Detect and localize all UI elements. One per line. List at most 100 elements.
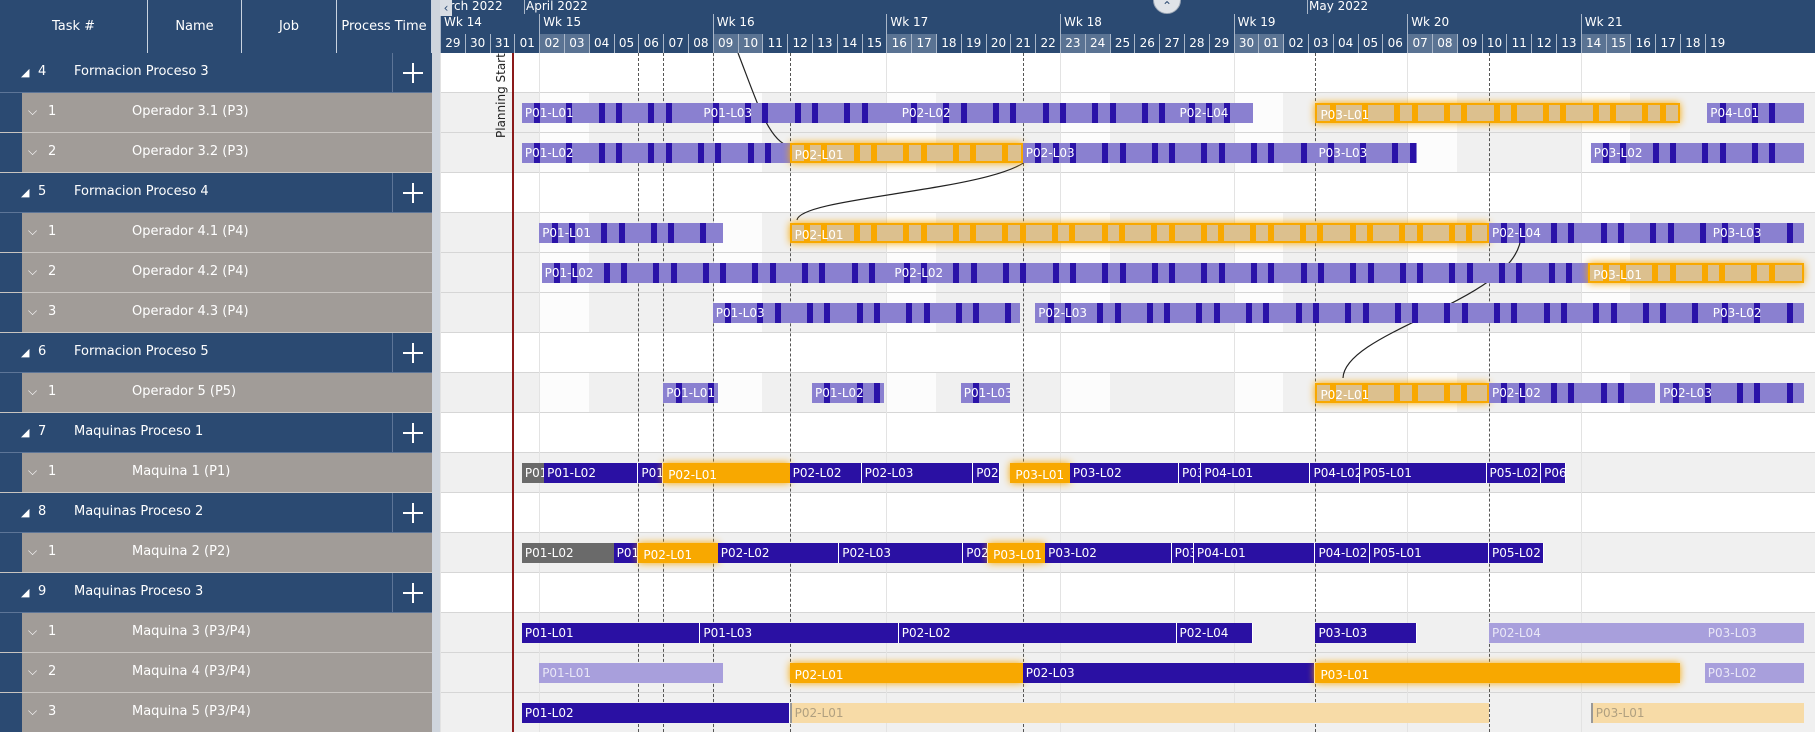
day-cell[interactable]: 08 xyxy=(688,34,713,53)
day-cell[interactable]: 21 xyxy=(1010,34,1035,53)
task-bar[interactable]: P01-L02 xyxy=(521,143,790,163)
chevron-down-icon[interactable]: ⌵ xyxy=(28,104,38,118)
timeline-row[interactable] xyxy=(440,333,1815,373)
task-bar[interactable]: P01- xyxy=(638,463,664,483)
group-row[interactable]: ◢ 4 Formacion Proceso 3 xyxy=(0,53,432,93)
day-cell[interactable]: 16 xyxy=(1630,34,1655,53)
day-cell[interactable]: 06 xyxy=(1382,34,1407,53)
resource-row[interactable]: ⌵ 1 Operador 5 (P5) xyxy=(0,373,432,413)
task-bar[interactable]: P05-L01 xyxy=(1360,463,1487,483)
resource-row[interactable]: ⌵ 3 Maquina 5 (P3/P4) xyxy=(0,693,432,732)
task-bar[interactable]: P01-L01 xyxy=(539,223,723,243)
timeline-row[interactable] xyxy=(440,413,1815,453)
day-cell[interactable]: 16 xyxy=(886,34,912,53)
task-bar[interactable]: P02-L03 xyxy=(1035,303,1710,323)
task-bar[interactable]: P03-L01 xyxy=(1010,463,1070,483)
day-cell[interactable]: 30 xyxy=(464,34,490,53)
day-cell[interactable]: 19 xyxy=(960,34,986,53)
task-bar[interactable]: P02-L03 xyxy=(1022,143,1316,163)
chevron-down-icon[interactable]: ⌵ xyxy=(28,224,38,238)
task-bar[interactable]: P02-L03 xyxy=(861,463,974,483)
task-bar[interactable]: P02-L02 xyxy=(789,463,862,483)
task-bar[interactable]: P01- xyxy=(613,543,639,563)
task-bar[interactable]: P02-L04 xyxy=(1176,103,1254,123)
task-bar[interactable]: P01-L03 xyxy=(700,623,899,643)
day-cell[interactable]: 03 xyxy=(1308,34,1333,53)
day-cell[interactable]: 27 xyxy=(1159,34,1184,53)
task-bar[interactable]: P01-L03 xyxy=(700,103,899,123)
task-bar[interactable]: P01-L01 xyxy=(663,383,718,403)
task-bar[interactable]: P03-L03 xyxy=(1315,143,1418,163)
task-bar[interactable]: P03-L02 xyxy=(1590,143,1804,163)
task-bar[interactable]: P03-L02 xyxy=(1045,543,1172,563)
day-cell[interactable]: 12 xyxy=(787,34,812,53)
day-cell[interactable]: 23 xyxy=(1060,34,1085,53)
add-icon[interactable] xyxy=(392,173,432,212)
resource-row[interactable]: ⌵ 1 Operador 4.1 (P4) xyxy=(0,213,432,253)
task-bar[interactable]: P02-L02 xyxy=(1489,383,1656,403)
task-bar[interactable]: P04-L01 xyxy=(1707,103,1804,123)
day-cell[interactable]: 18 xyxy=(936,34,961,53)
task-bar[interactable]: P03-L01 xyxy=(1590,703,1804,723)
task-bar[interactable]: P02-L02 xyxy=(891,263,1589,283)
task-bar[interactable]: P02-L01 xyxy=(789,143,1023,163)
task-bar[interactable]: P06 xyxy=(1541,463,1566,483)
column-header[interactable]: Name xyxy=(148,0,242,53)
day-cell[interactable]: 20 xyxy=(985,34,1011,53)
chevron-down-icon[interactable]: ⌵ xyxy=(28,304,38,318)
task-bar[interactable]: P02-L01 xyxy=(638,543,718,563)
day-cell[interactable]: 04 xyxy=(588,34,614,53)
resource-row[interactable]: ⌵ 1 Maquina 3 (P3/P4) xyxy=(0,613,432,653)
day-cell[interactable]: 30 xyxy=(1233,34,1259,53)
day-cell[interactable]: 07 xyxy=(1407,34,1432,53)
day-cell[interactable]: 02 xyxy=(1283,34,1308,53)
group-row[interactable]: ◢ 8 Maquinas Proceso 2 xyxy=(0,493,432,533)
day-cell[interactable]: 03 xyxy=(564,34,589,53)
add-icon[interactable] xyxy=(392,413,432,452)
task-bar[interactable]: P02-L01 xyxy=(789,663,1023,683)
task-bar[interactable]: P02-L02 xyxy=(898,623,1177,643)
timeline-row[interactable] xyxy=(440,493,1815,533)
task-bar[interactable]: P01-L01 xyxy=(521,103,701,123)
task-bar[interactable]: P02-L03 xyxy=(1660,383,1804,403)
resource-row[interactable]: ⌵ 2 Operador 3.2 (P3) xyxy=(0,133,432,173)
day-cell[interactable]: 02 xyxy=(539,34,564,53)
timeline-row[interactable] xyxy=(440,573,1815,613)
collapse-triangle-icon[interactable]: ◢ xyxy=(21,506,30,519)
day-cell[interactable]: 01 xyxy=(1258,34,1284,53)
resource-row[interactable]: ⌵ 1 Maquina 1 (P1) xyxy=(0,453,432,493)
task-bar[interactable]: P01-L02 xyxy=(544,463,639,483)
chevron-down-icon[interactable]: ⌵ xyxy=(28,664,38,678)
task-bar[interactable]: P04-L02 xyxy=(1310,463,1361,483)
day-cell[interactable]: 09 xyxy=(1456,34,1482,53)
chevron-left-icon[interactable]: ‹ xyxy=(440,0,452,16)
day-cell[interactable]: 05 xyxy=(613,34,639,53)
day-cell[interactable]: 17 xyxy=(1655,34,1680,53)
task-bar[interactable]: P03-L03 xyxy=(1704,623,1804,643)
group-row[interactable]: ◢ 6 Formacion Proceso 5 xyxy=(0,333,432,373)
task-bar[interactable]: P03-L03 xyxy=(1315,623,1418,643)
chevron-down-icon[interactable]: ⌵ xyxy=(28,624,38,638)
day-cell[interactable]: 13 xyxy=(812,34,837,53)
splitter[interactable] xyxy=(432,0,440,732)
task-bar[interactable]: P03-L01 xyxy=(1588,263,1804,283)
task-bar[interactable]: P01-L03 xyxy=(960,383,1011,403)
collapse-triangle-icon[interactable]: ◢ xyxy=(21,346,30,359)
chevron-down-icon[interactable]: ⌵ xyxy=(28,144,38,158)
task-bar[interactable]: P01-L01 xyxy=(539,663,723,683)
task-bar[interactable]: P03-L01 xyxy=(1315,103,1680,123)
task-bar[interactable]: P03-L02 xyxy=(1709,303,1804,323)
collapse-triangle-icon[interactable]: ◢ xyxy=(21,186,30,199)
day-cell[interactable]: 14 xyxy=(836,34,862,53)
timeline-row[interactable] xyxy=(440,53,1815,93)
day-cell[interactable]: 10 xyxy=(1481,34,1507,53)
day-cell[interactable]: 29 xyxy=(1208,34,1234,53)
day-cell[interactable]: 26 xyxy=(1134,34,1159,53)
task-bar[interactable]: P02-L03 xyxy=(1022,663,1316,683)
task-bar[interactable]: P01-L02 xyxy=(521,703,790,723)
task-bar[interactable]: P05-L02 xyxy=(1489,543,1544,563)
chevron-down-icon[interactable]: ⌵ xyxy=(28,544,38,558)
day-cell[interactable]: 25 xyxy=(1109,34,1135,53)
resource-row[interactable]: ⌵ 2 Maquina 4 (P3/P4) xyxy=(0,653,432,693)
task-bar[interactable]: P03-L03 xyxy=(1709,223,1804,243)
